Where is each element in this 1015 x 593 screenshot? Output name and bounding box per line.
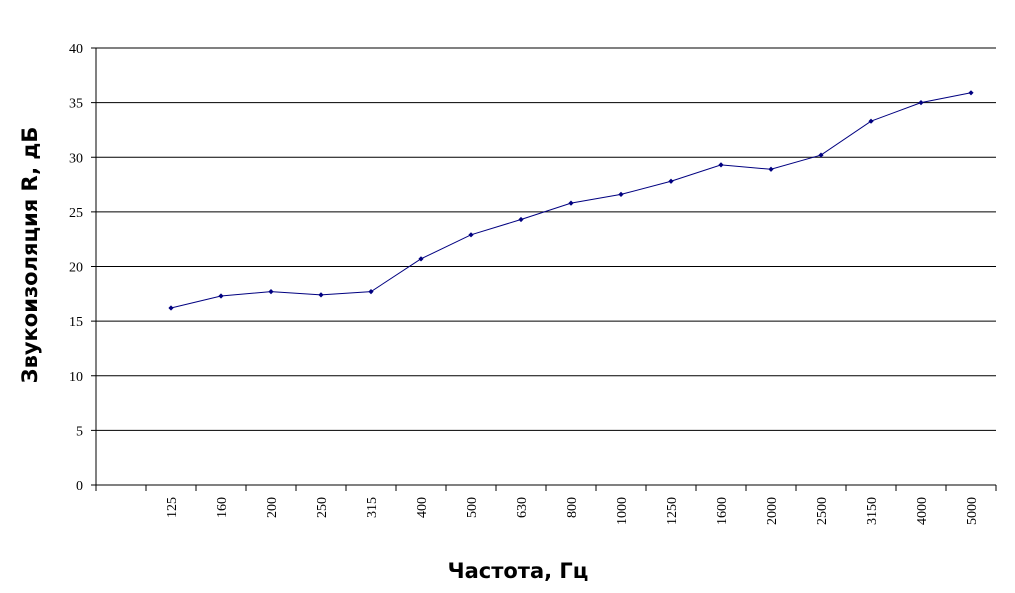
data-point (718, 162, 724, 168)
data-point (818, 152, 824, 158)
x-tick-label: 630 (515, 497, 530, 518)
series (168, 90, 974, 311)
x-tick-label: 2000 (765, 497, 780, 525)
x-tick-label: 250 (315, 497, 330, 518)
x-tick-label: 200 (265, 497, 280, 518)
data-point (918, 100, 924, 106)
y-tick-label: 20 (69, 261, 83, 276)
y-tick-label: 30 (69, 151, 83, 166)
x-tick-label: 3150 (865, 497, 880, 525)
y-axis-ticks: 0 5 10 15 20 25 30 35 40 (69, 42, 97, 494)
x-tick-label: 5000 (965, 497, 980, 525)
y-tick-label: 15 (69, 315, 83, 330)
x-axis: 125 160 200 250 315 400 500 630 800 1000 1250 1600 2… (95, 484, 997, 525)
data-point (468, 232, 474, 238)
gridlines (96, 47, 996, 431)
x-tick-label: 1250 (665, 497, 680, 525)
data-point (618, 191, 624, 197)
x-tick-label: 1000 (615, 497, 630, 525)
x-tick-label: 500 (465, 497, 480, 518)
data-point (418, 256, 424, 262)
y-tick-label: 10 (69, 370, 83, 385)
x-tick-label: 4000 (915, 497, 930, 525)
data-point (768, 166, 774, 172)
data-point (568, 200, 574, 206)
y-tick-label: 40 (69, 42, 83, 57)
x-tick-label: 125 (165, 497, 180, 518)
x-tick-label: 1600 (715, 497, 730, 525)
data-point (368, 289, 374, 295)
data-point (518, 216, 524, 223)
data-point (318, 292, 324, 298)
data-point (218, 293, 224, 299)
data-point (868, 118, 874, 124)
series-line (170, 92, 972, 309)
x-tick-label: 315 (365, 497, 380, 518)
x-axis-title: Частота, Гц (448, 559, 589, 583)
y-axis-title: Звукоизоляция R, дБ (18, 127, 42, 384)
x-tick-label: 2500 (815, 497, 830, 525)
y-tick-label: 25 (69, 206, 83, 221)
x-tick-label: 160 (215, 497, 230, 518)
data-point (168, 305, 174, 311)
y-tick-label: 0 (76, 479, 83, 494)
x-tick-label: 400 (415, 497, 430, 518)
data-point (968, 90, 974, 96)
y-tick-label: 35 (69, 97, 83, 112)
data-point (668, 178, 674, 184)
data-point (268, 289, 274, 295)
y-tick-label: 5 (76, 424, 83, 439)
x-tick-label: 800 (565, 497, 580, 518)
